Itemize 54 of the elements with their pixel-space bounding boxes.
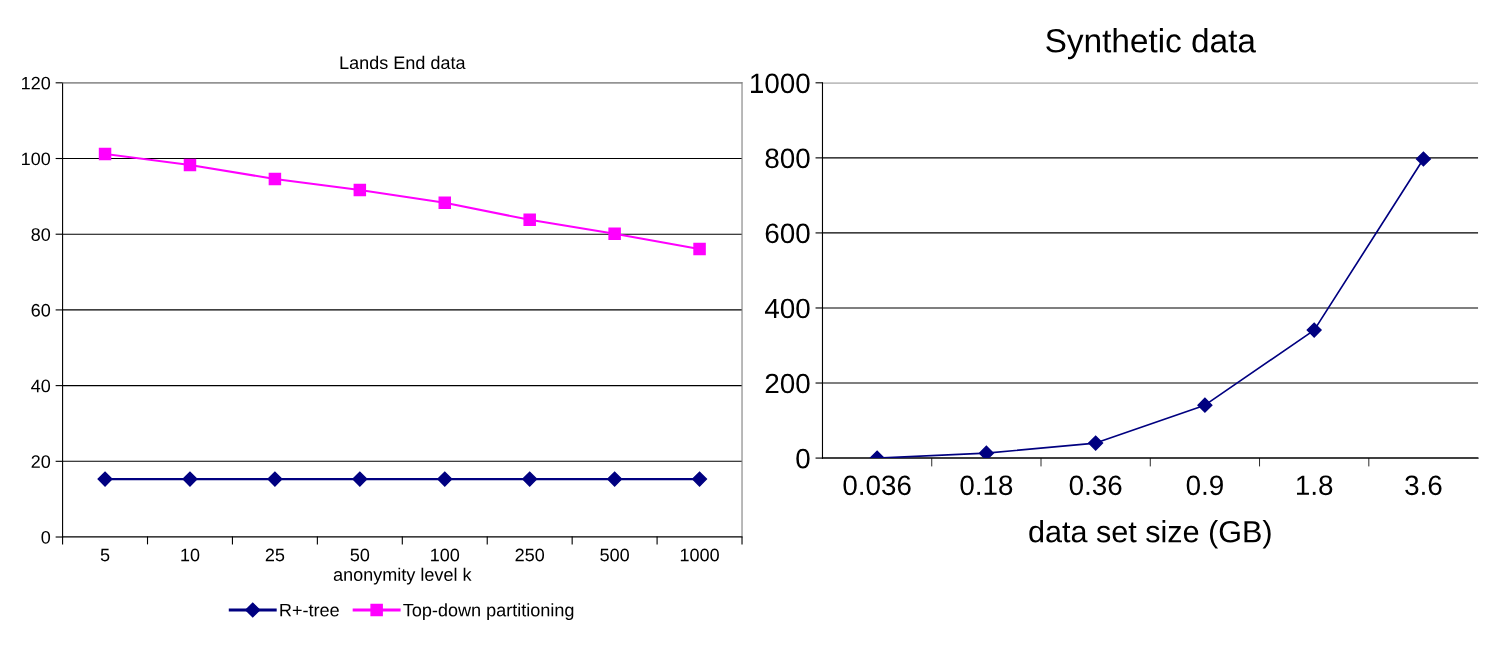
point (268, 172, 282, 186)
x-axis-title: anonymity level k (333, 567, 472, 585)
x-tick-label: 250 (515, 548, 545, 562)
point (1306, 322, 1322, 338)
point (978, 445, 994, 459)
x-tick-label: 50 (350, 548, 370, 562)
y-tick-label: 0 (796, 448, 810, 469)
legend-label: R+-tree (280, 603, 339, 617)
y-tick-label: 600 (765, 223, 810, 244)
point (1197, 397, 1213, 413)
y-tick-label: 1000 (751, 73, 810, 94)
point (523, 213, 536, 227)
y-tick-label: 80 (31, 228, 51, 241)
point (438, 196, 452, 210)
point (97, 471, 113, 487)
point (182, 471, 198, 487)
point (1415, 151, 1432, 167)
x-tick-label: 500 (600, 548, 629, 562)
y-tick-label: 40 (31, 379, 51, 393)
x-tick-label: 0.9 (1186, 475, 1223, 496)
x-tick-label: 0.18 (960, 475, 1013, 496)
point (608, 227, 621, 241)
point (352, 471, 368, 487)
x-tick-label: 5 (100, 548, 110, 562)
x-tick-label: 25 (265, 548, 285, 562)
y-tick-label: 20 (31, 455, 51, 469)
point (353, 183, 367, 197)
x-tick-label: 1000 (680, 548, 719, 562)
point (183, 158, 197, 172)
chart-title: Lands End data (340, 55, 466, 70)
y-tick-label: 0 (41, 530, 51, 544)
point (98, 147, 112, 161)
x-tick-label: 3.6 (1405, 475, 1442, 496)
point (437, 471, 453, 487)
point (607, 471, 623, 487)
x-tick-label: 1.8 (1296, 475, 1333, 496)
point (691, 471, 708, 487)
x-tick-label: 100 (431, 548, 460, 562)
y-tick-label: 60 (31, 303, 51, 317)
legend-label: Top-down partitioning (403, 603, 574, 621)
x-axis-title: data set size (GB) (1029, 520, 1271, 549)
x-tick-label: 0.36 (1069, 475, 1122, 496)
y-tick-label: 120 (22, 76, 51, 90)
point (522, 471, 538, 487)
point (267, 471, 283, 487)
y-tick-label: 800 (765, 148, 810, 169)
point (1088, 435, 1104, 451)
x-tick-label: 0.036 (843, 475, 911, 496)
y-tick-label: 200 (765, 373, 810, 394)
y-tick-label: 100 (22, 152, 51, 166)
y-tick-label: 400 (764, 298, 810, 319)
point (693, 242, 706, 256)
chart-title: Synthetic data (1046, 28, 1256, 60)
x-tick-label: 10 (181, 548, 200, 562)
